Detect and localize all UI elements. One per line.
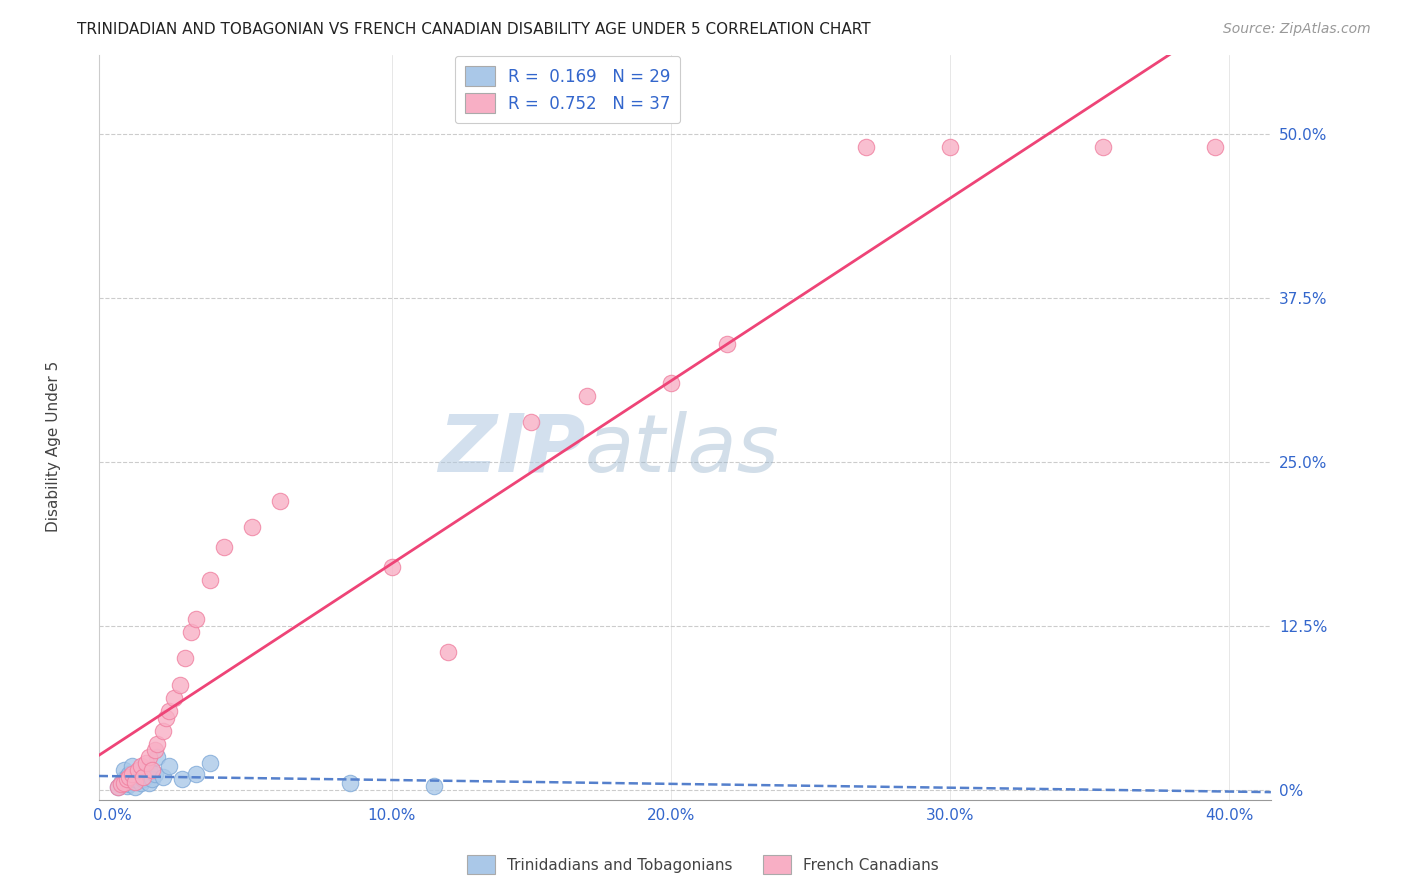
Point xyxy=(124,780,146,794)
Point xyxy=(118,770,141,784)
Point xyxy=(939,140,962,154)
Text: Source: ZipAtlas.com: Source: ZipAtlas.com xyxy=(1223,22,1371,37)
Point xyxy=(180,625,202,640)
Point xyxy=(121,767,143,781)
Point xyxy=(1092,140,1115,154)
Point xyxy=(174,651,197,665)
Text: ZIP: ZIP xyxy=(437,411,585,489)
Point xyxy=(146,737,169,751)
Text: TRINIDADIAN AND TOBAGONIAN VS FRENCH CANADIAN DISABILITY AGE UNDER 5 CORRELATION: TRINIDADIAN AND TOBAGONIAN VS FRENCH CAN… xyxy=(77,22,870,37)
Point xyxy=(107,780,129,794)
Point xyxy=(143,743,166,757)
Point xyxy=(129,776,152,790)
Point xyxy=(143,767,166,781)
Point xyxy=(163,690,186,705)
Text: Disability Age Under 5: Disability Age Under 5 xyxy=(46,360,60,532)
Point xyxy=(135,770,157,784)
Point xyxy=(132,772,155,786)
Point xyxy=(381,559,404,574)
Point xyxy=(855,140,877,154)
Point xyxy=(422,779,444,793)
Point xyxy=(716,336,738,351)
Point xyxy=(127,763,149,777)
Point xyxy=(152,723,174,738)
Point xyxy=(240,520,263,534)
Point xyxy=(138,776,160,790)
Point xyxy=(169,678,191,692)
Point xyxy=(110,776,132,790)
Point xyxy=(124,774,146,789)
Point xyxy=(436,645,458,659)
Point xyxy=(141,763,163,777)
Point xyxy=(121,774,143,789)
Point xyxy=(141,772,163,786)
Point xyxy=(112,772,135,786)
Point xyxy=(157,759,180,773)
Point xyxy=(659,376,682,390)
Point xyxy=(186,612,208,626)
Text: atlas: atlas xyxy=(585,411,780,489)
Point xyxy=(157,704,180,718)
Point xyxy=(1204,140,1226,154)
Point xyxy=(129,759,152,773)
Point xyxy=(172,772,194,786)
Point xyxy=(118,767,141,781)
Point xyxy=(146,750,169,764)
Point xyxy=(138,750,160,764)
Point xyxy=(121,759,143,773)
Point xyxy=(127,764,149,779)
Point xyxy=(115,779,138,793)
Point xyxy=(110,777,132,791)
Point xyxy=(155,710,177,724)
Point xyxy=(112,763,135,777)
Point xyxy=(200,573,222,587)
Point xyxy=(339,776,361,790)
Point xyxy=(576,389,599,403)
Point xyxy=(115,770,138,784)
Point xyxy=(269,494,291,508)
Point xyxy=(118,777,141,791)
Point xyxy=(138,763,160,777)
Legend: Trinidadians and Tobagonians, French Canadians: Trinidadians and Tobagonians, French Can… xyxy=(461,849,945,880)
Point xyxy=(112,776,135,790)
Point xyxy=(152,770,174,784)
Point xyxy=(107,780,129,794)
Point xyxy=(135,756,157,771)
Point xyxy=(186,767,208,781)
Point xyxy=(214,540,236,554)
Point xyxy=(520,416,543,430)
Point xyxy=(115,772,138,786)
Point xyxy=(124,772,146,786)
Legend: R =  0.169   N = 29, R =  0.752   N = 37: R = 0.169 N = 29, R = 0.752 N = 37 xyxy=(454,56,681,123)
Point xyxy=(129,767,152,781)
Point xyxy=(200,756,222,771)
Point xyxy=(132,770,155,784)
